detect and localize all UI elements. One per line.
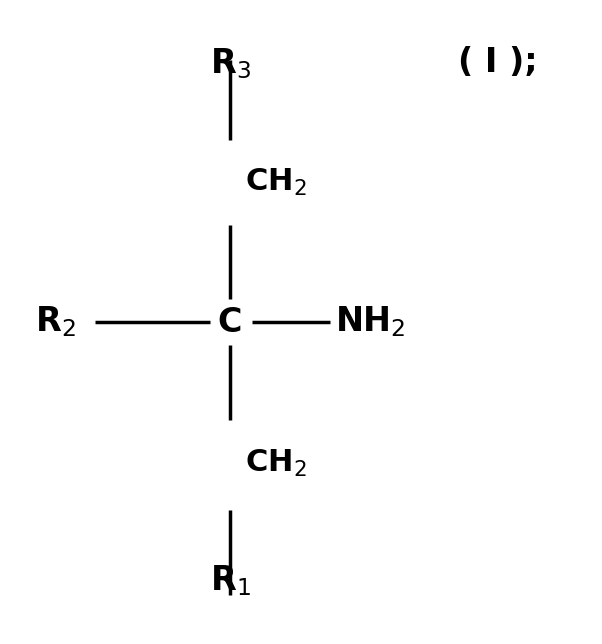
Text: R$_3$: R$_3$ (209, 46, 250, 80)
Text: NH$_2$: NH$_2$ (335, 305, 405, 339)
Text: C: C (218, 305, 242, 339)
Text: R$_2$: R$_2$ (35, 305, 75, 339)
Text: CH$_2$: CH$_2$ (245, 166, 306, 198)
Text: R$_1$: R$_1$ (209, 564, 250, 598)
Text: CH$_2$: CH$_2$ (245, 448, 306, 478)
Text: ( I );: ( I ); (458, 46, 538, 79)
